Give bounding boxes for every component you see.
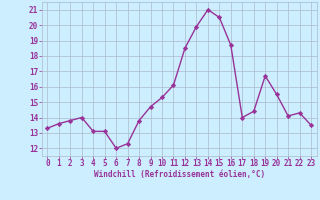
X-axis label: Windchill (Refroidissement éolien,°C): Windchill (Refroidissement éolien,°C): [94, 170, 265, 179]
